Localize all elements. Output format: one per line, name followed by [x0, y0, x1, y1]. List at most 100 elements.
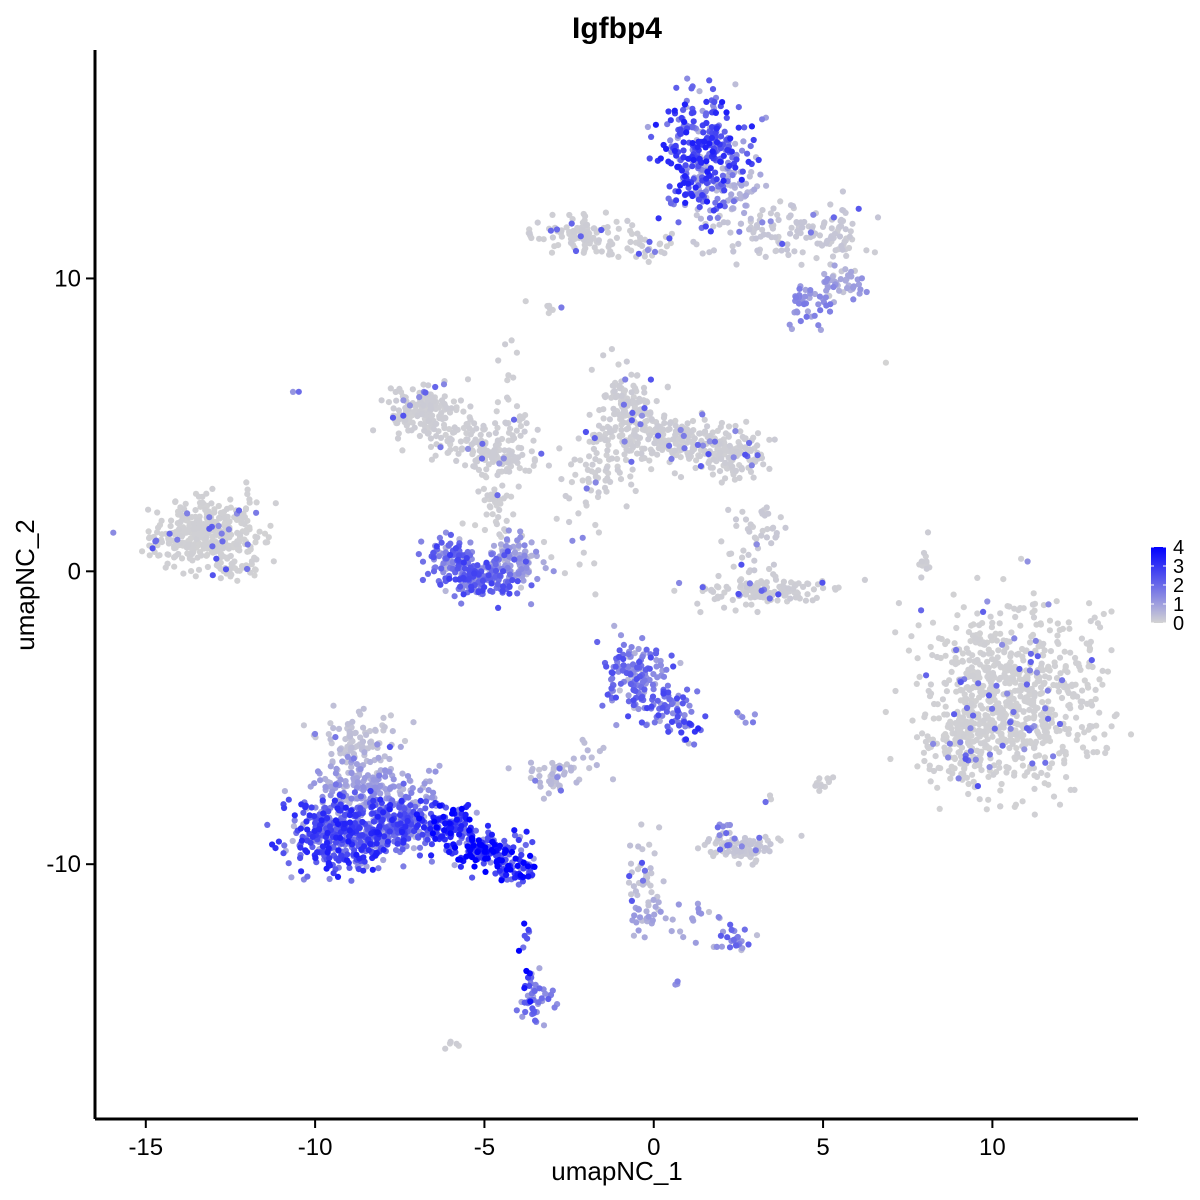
cell-point [1007, 732, 1014, 739]
cell-point [561, 570, 569, 577]
cell-point [634, 372, 641, 379]
cell-point [784, 241, 791, 248]
cell-point [980, 608, 987, 616]
cell-point [791, 248, 798, 255]
cell-point [510, 511, 517, 518]
cell-point [754, 442, 761, 449]
cell-point [433, 420, 440, 427]
cell-point [1091, 735, 1098, 742]
cell-point [422, 798, 430, 805]
cell-point [575, 510, 582, 517]
cell-point [994, 709, 1002, 716]
cell-point [991, 725, 998, 732]
cell-point [1059, 747, 1066, 755]
cell-point [628, 481, 635, 488]
cell-point [638, 719, 646, 726]
cell-point [1003, 674, 1010, 682]
cell-point [770, 571, 777, 578]
cell-point [580, 754, 587, 761]
cell-point [215, 522, 222, 530]
cell-point [566, 518, 573, 526]
cell-point [671, 587, 678, 594]
cell-point [178, 533, 185, 540]
cell-point [966, 657, 973, 664]
cell-point [1030, 715, 1037, 722]
cell-point [220, 545, 227, 552]
cell-point [502, 341, 509, 348]
cell-point [430, 426, 437, 433]
cell-point [1039, 699, 1046, 706]
cell-point [1033, 669, 1040, 676]
cell-point [625, 713, 632, 720]
cell-point [264, 821, 271, 829]
cell-point [609, 433, 616, 440]
cell-point [735, 104, 742, 111]
cell-point [782, 524, 789, 531]
cell-point [951, 640, 958, 647]
cell-point [633, 919, 640, 926]
cell-point [994, 654, 1001, 661]
cell-point [275, 838, 282, 845]
cell-point [248, 558, 255, 565]
cell-point [586, 453, 593, 460]
cell-point [1031, 689, 1038, 697]
cell-point [439, 415, 446, 423]
cell-point [1020, 708, 1027, 715]
cell-point [994, 687, 1001, 695]
cell-point [714, 214, 721, 221]
cell-point [972, 635, 979, 642]
cell-point [325, 731, 332, 738]
cell-point [1015, 687, 1022, 694]
cell-point [387, 385, 394, 392]
cell-point [1038, 689, 1045, 697]
cell-point [635, 250, 643, 257]
cell-point [608, 685, 615, 692]
cell-point [871, 249, 879, 256]
cell-point [567, 764, 575, 771]
cell-point [746, 439, 753, 447]
cell-point [709, 464, 716, 471]
cell-point [747, 215, 754, 222]
cell-point [986, 751, 994, 758]
cell-point [481, 526, 488, 534]
cell-point [198, 552, 205, 559]
cell-point [1045, 715, 1052, 722]
cell-point [327, 783, 334, 790]
cell-point [467, 539, 474, 546]
cell-point [822, 294, 830, 301]
cell-point [801, 218, 808, 226]
cell-point [1050, 793, 1058, 800]
cell-point [809, 597, 816, 604]
cell-point [842, 277, 849, 284]
cell-point [721, 187, 728, 194]
cell-point [1006, 603, 1013, 610]
cell-point [680, 147, 687, 154]
cell-point [927, 681, 935, 688]
cell-point [1102, 749, 1109, 757]
cell-point [1079, 698, 1086, 705]
cell-point [591, 244, 598, 251]
cell-point [503, 420, 510, 427]
cell-point [874, 214, 882, 221]
cell-point [592, 521, 599, 529]
cell-point [375, 754, 382, 761]
cell-point [653, 398, 660, 405]
cell-point [963, 718, 970, 725]
cell-point [1056, 627, 1063, 634]
cell-point [403, 422, 410, 429]
cell-point [719, 823, 727, 830]
cell-point [843, 252, 850, 259]
cell-point [393, 847, 400, 854]
cell-point [206, 514, 213, 521]
cell-point [800, 583, 807, 591]
cell-point [674, 707, 681, 715]
cell-point [813, 255, 820, 262]
cell-point [335, 725, 343, 733]
cell-point [1029, 760, 1036, 767]
cell-point [627, 238, 634, 246]
cell-point [711, 596, 718, 603]
cell-point [757, 593, 764, 601]
cell-point [628, 897, 636, 905]
cell-point [514, 578, 521, 585]
cell-point [1032, 738, 1040, 745]
